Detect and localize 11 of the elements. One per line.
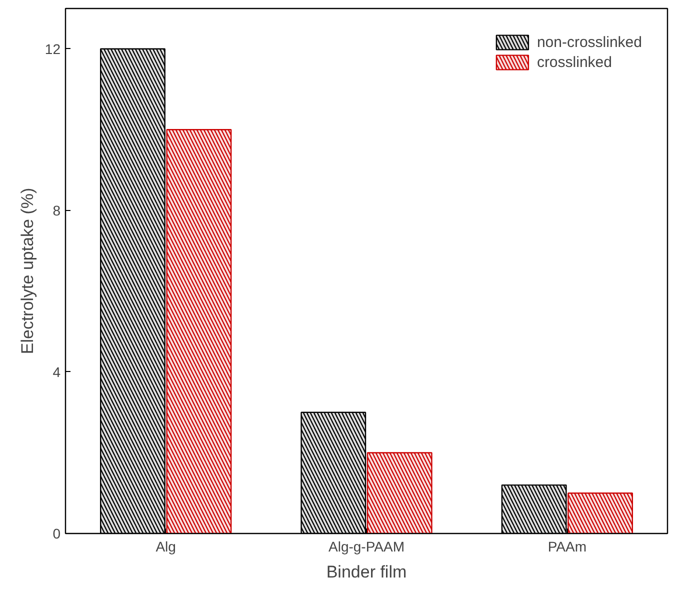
y-tick-label: 0: [52, 526, 61, 542]
y-tick-label: 4: [52, 364, 61, 380]
y-axis-title: Electrolyte uptake (%): [18, 188, 37, 354]
legend-label: non-crosslinked: [536, 34, 642, 50]
x-tick-label: Alg: [156, 538, 176, 554]
x-axis-title: Binder film: [326, 562, 407, 582]
y-tick-label: 8: [52, 202, 61, 218]
x-tick-label: PAAm: [548, 538, 586, 554]
x-tick-label: Alg-g-PAAM: [328, 538, 404, 554]
legend-label: crosslinked: [536, 54, 612, 70]
y-tick-label: 12: [44, 40, 61, 57]
